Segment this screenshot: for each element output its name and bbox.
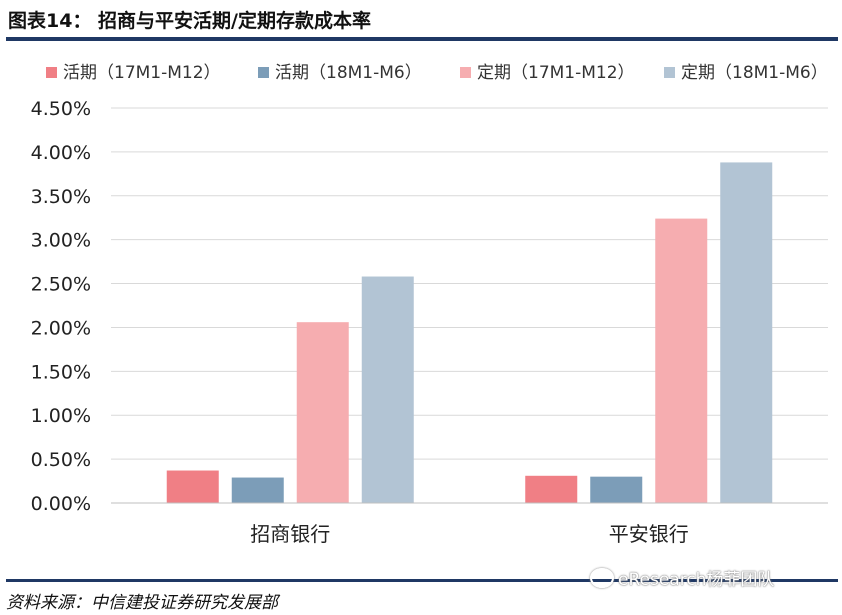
chart-legend: 活期（17M1-M12） 活期（18M1-M6） 定期（17M1-M12） 定期（18… xyxy=(46,63,828,83)
legend-swatch xyxy=(664,67,675,78)
source-note: 资料来源：中信建投证券研究发展部 xyxy=(6,593,278,613)
bar xyxy=(720,162,773,503)
bar xyxy=(590,476,643,503)
x-axis: 招商银行 平安银行 xyxy=(111,502,828,546)
y-axis: 0.00% 0.50% 1.00% 1.50% 2.00% 2.50% 3.00% 3.50%… xyxy=(31,98,91,515)
y-tick-label: 3.00% xyxy=(31,230,91,252)
bar xyxy=(166,470,219,503)
chart-gridlines xyxy=(111,107,828,460)
y-tick-label: 2.50% xyxy=(31,274,91,296)
bar xyxy=(296,322,349,503)
wechat-icon xyxy=(590,567,614,588)
x-tick-label: 平安银行 xyxy=(609,522,689,546)
legend-label: 定期（18M1-M6） xyxy=(681,63,828,83)
top-rule xyxy=(6,37,838,41)
bar xyxy=(655,218,708,503)
watermark: eResearch杨菲团队 xyxy=(590,565,774,590)
y-tick-label: 0.00% xyxy=(31,493,91,515)
legend-swatch xyxy=(258,67,269,78)
bottom-rule xyxy=(6,579,838,582)
y-tick-label: 4.00% xyxy=(31,142,91,164)
bar xyxy=(231,477,284,503)
y-tick-label: 4.50% xyxy=(31,98,91,120)
y-tick-label: 0.50% xyxy=(31,449,91,471)
bar xyxy=(361,276,414,503)
chart-bars xyxy=(166,162,773,503)
y-tick-label: 3.50% xyxy=(31,186,91,208)
figure-title: 图表14： 招商与平安活期/定期存款成本率 xyxy=(8,10,371,32)
y-tick-label: 2.00% xyxy=(31,317,91,339)
legend-swatch xyxy=(46,67,57,78)
x-tick-label: 招商银行 xyxy=(250,522,330,546)
bar xyxy=(525,475,578,503)
legend-label: 活期（18M1-M6） xyxy=(275,63,422,83)
bar-chart: 活期（17M1-M12） 活期（18M1-M6） 定期（17M1-M12） 定期（18… xyxy=(31,63,828,546)
legend-label: 定期（17M1-M12） xyxy=(477,63,635,83)
legend-label: 活期（17M1-M12） xyxy=(63,63,221,83)
y-tick-label: 1.00% xyxy=(31,405,91,427)
watermark-text: eResearch杨菲团队 xyxy=(618,570,775,590)
y-tick-label: 1.50% xyxy=(31,361,91,383)
legend-swatch xyxy=(460,67,471,78)
figure-header: 图表14： 招商与平安活期/定期存款成本率 xyxy=(6,4,836,38)
